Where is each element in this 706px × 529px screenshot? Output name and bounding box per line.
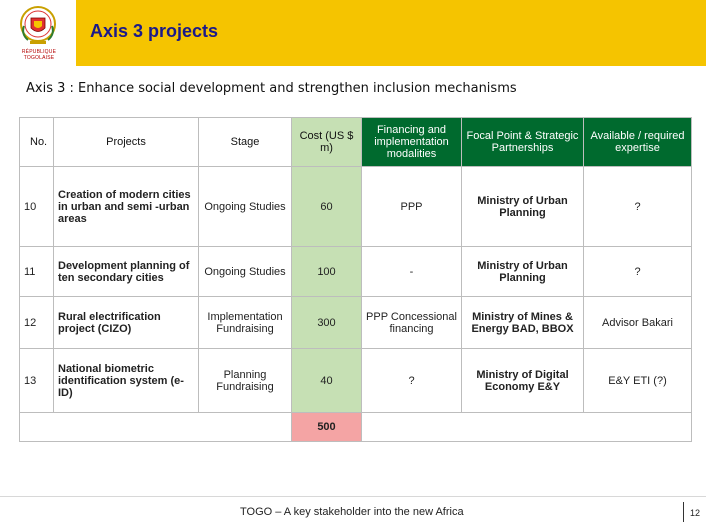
row-financing: PPP — [361, 166, 462, 247]
row-expertise: ? — [583, 246, 692, 297]
header-stage: Stage — [198, 117, 292, 167]
row-expertise: ? — [583, 166, 692, 247]
row-expertise: E&Y ETI (?) — [583, 348, 692, 413]
row-cost: 300 — [291, 296, 362, 349]
row-financing: - — [361, 246, 462, 297]
top-banner — [0, 0, 706, 66]
table-row: 12 Rural electrification project (CIZO) … — [19, 296, 692, 349]
logo-area: RÉPUBLIQUE TOGOLAISE — [0, 0, 76, 66]
row-stage: Planning Fundraising — [198, 348, 292, 413]
section-subtitle: Axis 3 : Enhance social development and … — [26, 81, 517, 96]
row-financing: ? — [361, 348, 462, 413]
header-financing: Financing and implementation modalities — [361, 117, 462, 167]
row-stage: Ongoing Studies — [198, 166, 292, 247]
row-expertise: Advisor Bakari — [583, 296, 692, 349]
row-focal-point: Ministry of Urban Planning — [461, 246, 584, 297]
row-no: 10 — [19, 166, 54, 247]
table-row: 11 Development planning of ten secondary… — [19, 246, 692, 297]
footer-tagline: TOGO – A key stakeholder into the new Af… — [240, 506, 464, 518]
row-no: 13 — [19, 348, 54, 413]
page-number: 12 — [690, 508, 701, 518]
table-header-row: No. Projects Stage Cost (US $ m) Financi… — [19, 117, 692, 167]
row-focal-point: Ministry of Digital Economy E&Y — [461, 348, 584, 413]
row-no: 11 — [19, 246, 54, 297]
total-spacer-right — [361, 412, 692, 442]
footer-divider — [0, 496, 706, 497]
total-spacer — [19, 412, 292, 442]
header-expertise: Available / required expertise — [583, 117, 692, 167]
row-focal-point: Ministry of Mines & Energy BAD, BBOX — [461, 296, 584, 349]
row-project: Rural electrification project (CIZO) — [53, 296, 199, 349]
header-projects: Projects — [53, 117, 199, 167]
table-row: 10 Creation of modern cities in urban an… — [19, 166, 692, 247]
total-row: 500 — [19, 412, 692, 442]
total-cost: 500 — [291, 412, 362, 442]
row-no: 12 — [19, 296, 54, 349]
row-cost: 40 — [291, 348, 362, 413]
header-focal-point: Focal Point & Strategic Partnerships — [461, 117, 584, 167]
page-title: Axis 3 projects — [90, 21, 219, 41]
page-number-separator — [683, 502, 684, 522]
projects-table: No. Projects Stage Cost (US $ m) Financi… — [19, 117, 692, 442]
row-focal-point: Ministry of Urban Planning — [461, 166, 584, 247]
row-stage: Implementation Fundraising — [198, 296, 292, 349]
row-cost: 100 — [291, 246, 362, 297]
header-no: No. — [19, 117, 54, 167]
table-row: 13 National biometric identification sys… — [19, 348, 692, 413]
row-stage: Ongoing Studies — [198, 246, 292, 297]
togo-coat-of-arms-icon — [20, 6, 56, 44]
row-project: Creation of modern cities in urban and s… — [53, 166, 199, 247]
row-financing: PPP Concessional financing — [361, 296, 462, 349]
row-project: National biometric identification system… — [53, 348, 199, 413]
header-cost: Cost (US $ m) — [291, 117, 362, 167]
row-cost: 60 — [291, 166, 362, 247]
logo-caption: RÉPUBLIQUE TOGOLAISE — [21, 49, 57, 61]
row-project: Development planning of ten secondary ci… — [53, 246, 199, 297]
